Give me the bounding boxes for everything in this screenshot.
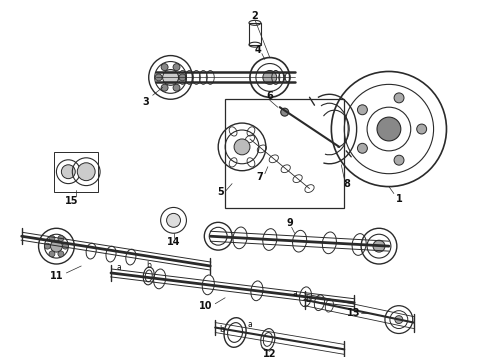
Circle shape (61, 165, 75, 179)
Text: 5: 5 (217, 186, 223, 197)
Text: 3: 3 (143, 97, 149, 107)
Text: b: b (147, 261, 151, 270)
Circle shape (373, 240, 385, 252)
Circle shape (58, 235, 64, 242)
Circle shape (161, 84, 168, 91)
Circle shape (49, 251, 55, 257)
Text: a: a (247, 320, 252, 329)
Circle shape (62, 243, 68, 249)
Text: b: b (305, 295, 310, 304)
Circle shape (394, 155, 404, 165)
Circle shape (281, 108, 289, 116)
Circle shape (416, 124, 427, 134)
Text: 2: 2 (251, 11, 258, 21)
Circle shape (394, 93, 404, 103)
Text: 8: 8 (344, 179, 351, 189)
Circle shape (263, 71, 277, 84)
Text: 6: 6 (267, 91, 273, 101)
Text: 12: 12 (263, 349, 276, 359)
Circle shape (161, 64, 168, 71)
Text: 7: 7 (256, 172, 263, 182)
Circle shape (173, 64, 180, 71)
Circle shape (173, 84, 180, 91)
Circle shape (377, 117, 401, 141)
Text: 14: 14 (167, 237, 180, 247)
Circle shape (49, 235, 55, 242)
Text: 1: 1 (395, 194, 402, 203)
Text: 13: 13 (347, 308, 361, 318)
Text: a: a (292, 289, 297, 298)
Circle shape (358, 105, 368, 115)
Circle shape (58, 251, 64, 257)
Circle shape (167, 213, 180, 227)
Text: b: b (220, 325, 224, 334)
Text: 4: 4 (254, 45, 261, 55)
Circle shape (395, 316, 403, 324)
Circle shape (179, 74, 186, 81)
Bar (225, 99, 344, 208)
Circle shape (45, 243, 50, 249)
Text: a: a (117, 264, 122, 273)
Text: 9: 9 (286, 218, 293, 228)
Circle shape (163, 69, 178, 85)
Bar (249, 23, 261, 45)
Circle shape (358, 143, 368, 153)
Text: 11: 11 (49, 271, 63, 281)
Text: 15: 15 (65, 197, 78, 207)
Circle shape (77, 163, 95, 181)
Bar (54, 152, 98, 192)
Circle shape (50, 240, 62, 252)
Text: 10: 10 (198, 301, 212, 311)
Circle shape (155, 74, 162, 81)
Circle shape (234, 139, 250, 155)
